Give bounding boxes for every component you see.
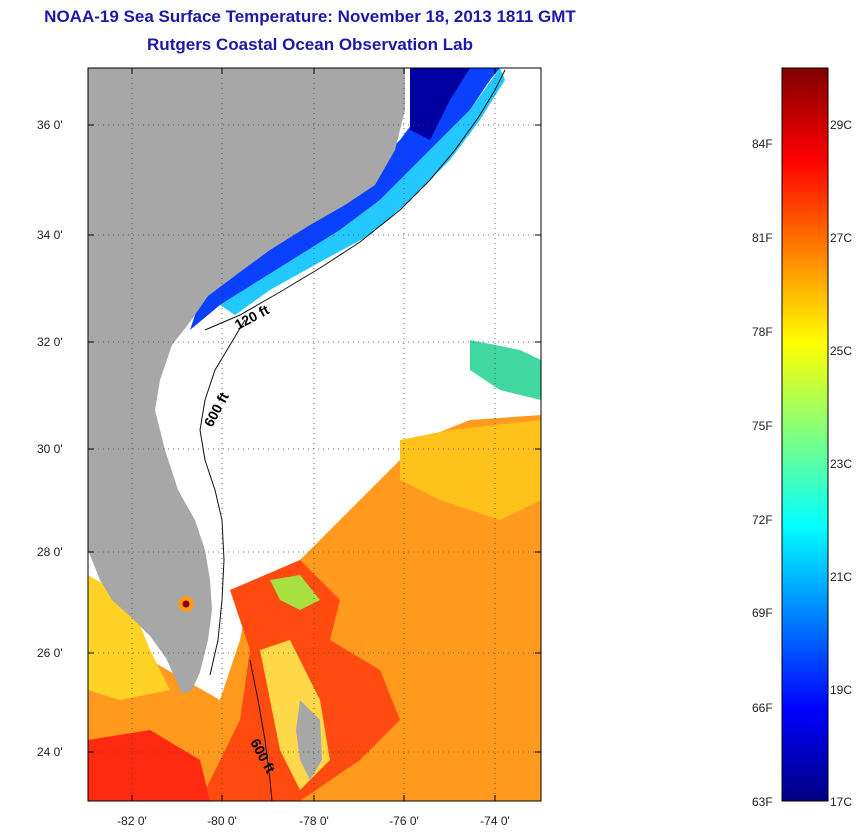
lon-label-78: -78 0' <box>299 814 329 828</box>
sst-keys-red <box>88 730 210 801</box>
colorbar-label-25c: 25C <box>830 344 853 358</box>
map-title: NOAA-19 Sea Surface Temperature: Novembe… <box>44 7 576 26</box>
colorbar-label-63f: 63F <box>752 795 773 809</box>
lat-label-30: 30 0' <box>37 442 63 456</box>
lon-label-74: -74 0' <box>480 814 510 828</box>
sst-warm-yellow <box>400 420 541 520</box>
colorbar-label-66f: 66F <box>752 701 773 715</box>
sst-small-green <box>270 575 320 610</box>
lon-label-76: -76 0' <box>389 814 419 828</box>
lake-center <box>182 600 190 608</box>
colorbar-label-75f: 75F <box>752 419 773 433</box>
colorbar-label-27c: 27C <box>830 231 853 245</box>
andros-island <box>296 700 322 780</box>
lat-label-36: 36 0' <box>37 118 63 132</box>
colorbar-label-84f: 84F <box>752 137 773 151</box>
colorbar-label-72f: 72F <box>752 513 773 527</box>
land-mass <box>88 68 405 694</box>
sst-green-patches <box>470 340 541 400</box>
colorbar-label-19c: 19C <box>830 683 853 697</box>
sst-cyan-edge <box>220 68 505 315</box>
map-subtitle: Rutgers Coastal Ocean Observation Lab <box>147 35 473 54</box>
sst-dark-blue-north <box>410 68 470 140</box>
colorbar-label-17c: 17C <box>830 795 853 809</box>
contour-600ft <box>199 319 246 676</box>
lat-label-24: 24 0' <box>37 745 63 759</box>
colorbar <box>781 67 829 802</box>
colorbar-label-78f: 78F <box>752 325 773 339</box>
colorbar-label-21c: 21C <box>830 570 853 584</box>
sst-gulf-yellow <box>88 575 170 700</box>
lon-label-82: -82 0' <box>117 814 147 828</box>
colorbar-label-69f: 69F <box>752 606 773 620</box>
lat-label-34: 34 0' <box>37 228 63 242</box>
colorbar-label-81f: 81F <box>752 231 773 245</box>
lat-label-26: 26 0' <box>37 646 63 660</box>
colorbar-label-23c: 23C <box>830 457 853 471</box>
lon-label-80: -80 0' <box>207 814 237 828</box>
colorbar-label-29c: 29C <box>830 118 853 132</box>
lat-label-32: 32 0' <box>37 335 63 349</box>
contour-600ft-south <box>249 659 273 801</box>
contour-120ft <box>204 69 506 331</box>
lat-label-28: 28 0' <box>37 545 63 559</box>
